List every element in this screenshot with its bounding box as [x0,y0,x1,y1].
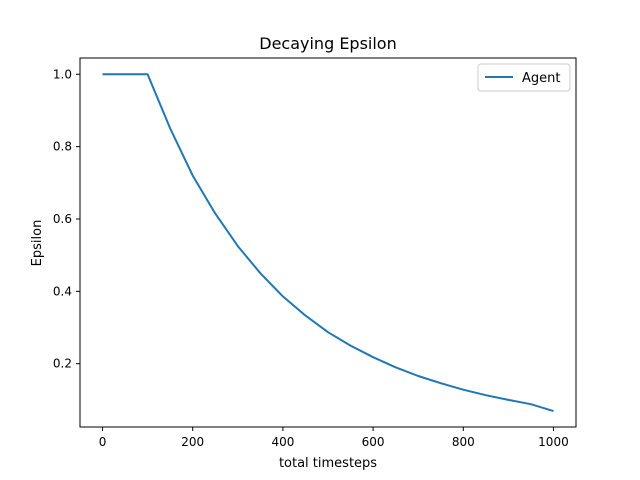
x-tick-label: 0 [99,435,107,449]
legend-label-agent: Agent [522,71,560,86]
y-tick-label: 1.0 [53,67,72,81]
series-line-agent [102,73,554,413]
chart-title: Decaying Epsilon [259,34,396,53]
legend-box [477,63,571,92]
x-tick-label: 200 [181,435,204,449]
y-axis: 0.2 0.4 0.6 0.8 1.0 [53,67,80,371]
y-tick-label: 0.8 [53,140,72,154]
series-layer [102,73,554,413]
x-axis-label: total timesteps [279,456,377,471]
y-tick-label: 0.6 [53,212,72,226]
x-tick-label: 600 [362,435,385,449]
legend: Agent [477,63,571,92]
y-axis-label: Epsilon [30,220,45,267]
x-axis: 0 200 400 600 800 1000 [99,427,569,449]
x-tick-label: 400 [271,435,294,449]
y-tick-label: 0.2 [53,357,72,371]
x-tick-label: 1000 [538,435,569,449]
plot-area [79,57,577,428]
y-tick-label: 0.4 [53,284,72,298]
x-tick-label: 800 [452,435,475,449]
